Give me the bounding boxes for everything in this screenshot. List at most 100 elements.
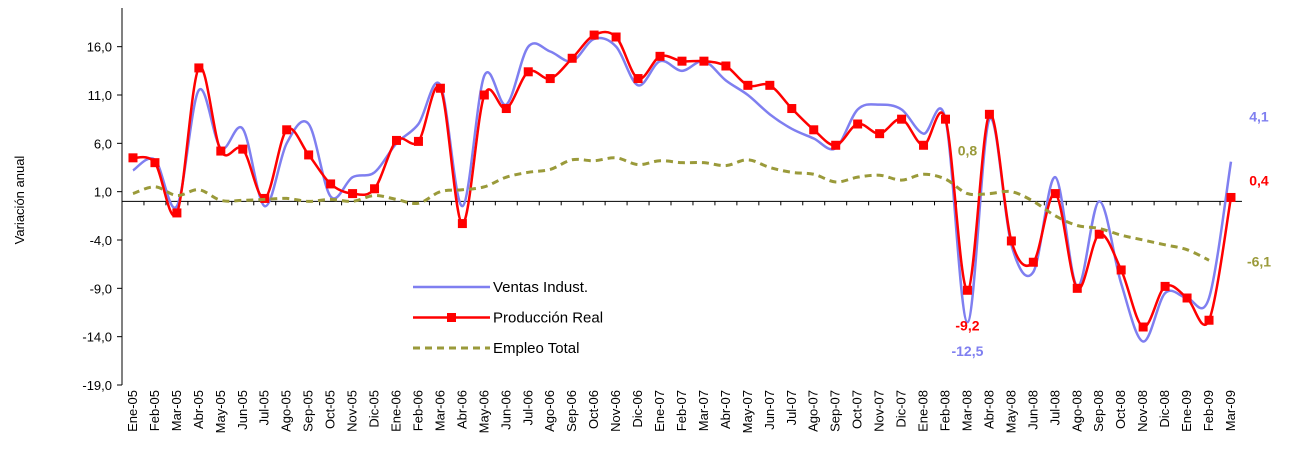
marker bbox=[831, 140, 841, 150]
marker bbox=[655, 51, 665, 61]
marker bbox=[1072, 283, 1082, 293]
x-tick-label: May-08 bbox=[1003, 390, 1018, 433]
marker bbox=[677, 56, 687, 66]
marker bbox=[1028, 257, 1038, 267]
x-tick-label: Dic-08 bbox=[1157, 390, 1172, 428]
series-line bbox=[132, 156, 1210, 262]
x-tick-label: Feb-09 bbox=[1201, 390, 1216, 431]
marker bbox=[611, 32, 621, 42]
marker bbox=[765, 80, 775, 90]
marker bbox=[457, 219, 467, 229]
marker bbox=[545, 74, 555, 84]
y-tick-label: -9,0 bbox=[90, 281, 112, 296]
x-tick-label: Ago-06 bbox=[542, 390, 557, 432]
legend-label: Producción Real bbox=[493, 310, 603, 327]
marker bbox=[984, 109, 994, 119]
series-line bbox=[132, 30, 1233, 329]
x-tick-label: Feb-08 bbox=[938, 390, 953, 431]
x-tick-label: May-06 bbox=[476, 390, 491, 433]
marker bbox=[853, 119, 863, 129]
marker bbox=[1094, 229, 1104, 239]
data-label: -9,2 bbox=[955, 317, 979, 333]
x-tick-label: Ene-08 bbox=[916, 390, 931, 432]
y-tick-label: 11,0 bbox=[88, 88, 112, 103]
data-label: -12,5 bbox=[951, 343, 983, 359]
marker bbox=[392, 135, 401, 145]
legend-label: Empleo Total bbox=[493, 340, 579, 357]
marker bbox=[304, 150, 314, 160]
x-tick-label: Nov-08 bbox=[1135, 390, 1150, 432]
x-tick-label: Oct-07 bbox=[850, 390, 865, 429]
x-tick-label: Feb-06 bbox=[410, 390, 425, 431]
x-tick-label: Oct-05 bbox=[323, 390, 338, 429]
x-tick-label: Mar-09 bbox=[1223, 390, 1238, 431]
data-label: 0,4 bbox=[1249, 172, 1269, 188]
marker bbox=[589, 30, 599, 40]
series-line bbox=[132, 36, 1233, 343]
y-tick-label: -14,0 bbox=[82, 330, 112, 345]
marker bbox=[370, 184, 380, 194]
x-tick-label: Jul-07 bbox=[784, 390, 799, 425]
x-tick-label: Mar-06 bbox=[432, 390, 447, 431]
x-tick-label: Feb-05 bbox=[147, 390, 162, 431]
x-tick-label: Ene-09 bbox=[1179, 390, 1194, 432]
marker bbox=[348, 189, 358, 199]
marker bbox=[699, 56, 709, 66]
x-tick-label: Nov-05 bbox=[345, 390, 360, 432]
x-tick-label: Ago-07 bbox=[806, 390, 821, 432]
x-tick-label: Dic-07 bbox=[894, 390, 909, 428]
data-label: -6,1 bbox=[1247, 253, 1271, 269]
marker bbox=[194, 63, 204, 73]
legend-label: Ventas Indust. bbox=[493, 279, 588, 296]
marker bbox=[787, 104, 797, 114]
marker bbox=[1116, 265, 1126, 275]
x-tick-label: Jun-07 bbox=[762, 390, 777, 430]
x-tick-label: Sep-07 bbox=[828, 390, 843, 432]
x-tick-label: Abr-05 bbox=[191, 390, 206, 429]
x-tick-label: Mar-07 bbox=[696, 390, 711, 431]
x-tick-label: Sep-05 bbox=[301, 390, 316, 432]
marker bbox=[962, 285, 972, 295]
marker bbox=[282, 125, 292, 135]
marker bbox=[941, 114, 950, 124]
x-tick-label: Dic-05 bbox=[367, 390, 382, 428]
marker bbox=[413, 136, 423, 146]
x-tick-label: Dic-06 bbox=[630, 390, 645, 428]
x-tick-label: Jul-08 bbox=[1047, 390, 1062, 425]
x-tick-label: Nov-07 bbox=[872, 390, 887, 432]
x-tick-label: Ene-06 bbox=[389, 390, 404, 432]
x-tick-label: Mar-05 bbox=[169, 390, 184, 431]
data-label: 0,8 bbox=[958, 143, 978, 159]
marker bbox=[479, 90, 489, 100]
marker bbox=[1006, 236, 1016, 246]
marker bbox=[633, 74, 643, 84]
marker bbox=[501, 104, 511, 114]
marker bbox=[523, 67, 533, 77]
marker bbox=[1182, 293, 1192, 303]
x-tick-label: Ene-07 bbox=[652, 390, 667, 432]
marker bbox=[919, 140, 929, 150]
marker bbox=[172, 208, 182, 218]
x-tick-label: Abr-07 bbox=[718, 390, 733, 429]
x-tick-label: Oct-08 bbox=[1113, 390, 1128, 429]
marker bbox=[1050, 189, 1060, 199]
x-tick-label: Oct-06 bbox=[586, 390, 601, 429]
y-tick-label: -19,0 bbox=[82, 378, 112, 393]
marker bbox=[721, 61, 731, 71]
x-tick-label: Feb-07 bbox=[674, 390, 689, 431]
marker bbox=[1204, 315, 1214, 325]
marker bbox=[1138, 322, 1148, 332]
x-tick-label: Jun-05 bbox=[235, 390, 250, 430]
marker bbox=[567, 53, 577, 63]
x-tick-label: May-07 bbox=[740, 390, 755, 433]
marker bbox=[809, 125, 819, 135]
x-tick-label: Ago-08 bbox=[1069, 390, 1084, 432]
marker bbox=[326, 179, 336, 189]
y-tick-label: -4,0 bbox=[90, 233, 112, 248]
x-tick-label: Jul-05 bbox=[257, 390, 272, 425]
x-tick-label: Ene-05 bbox=[125, 390, 140, 432]
legend-marker bbox=[447, 313, 456, 322]
x-tick-label: Jun-08 bbox=[1025, 390, 1040, 430]
marker bbox=[897, 114, 907, 124]
